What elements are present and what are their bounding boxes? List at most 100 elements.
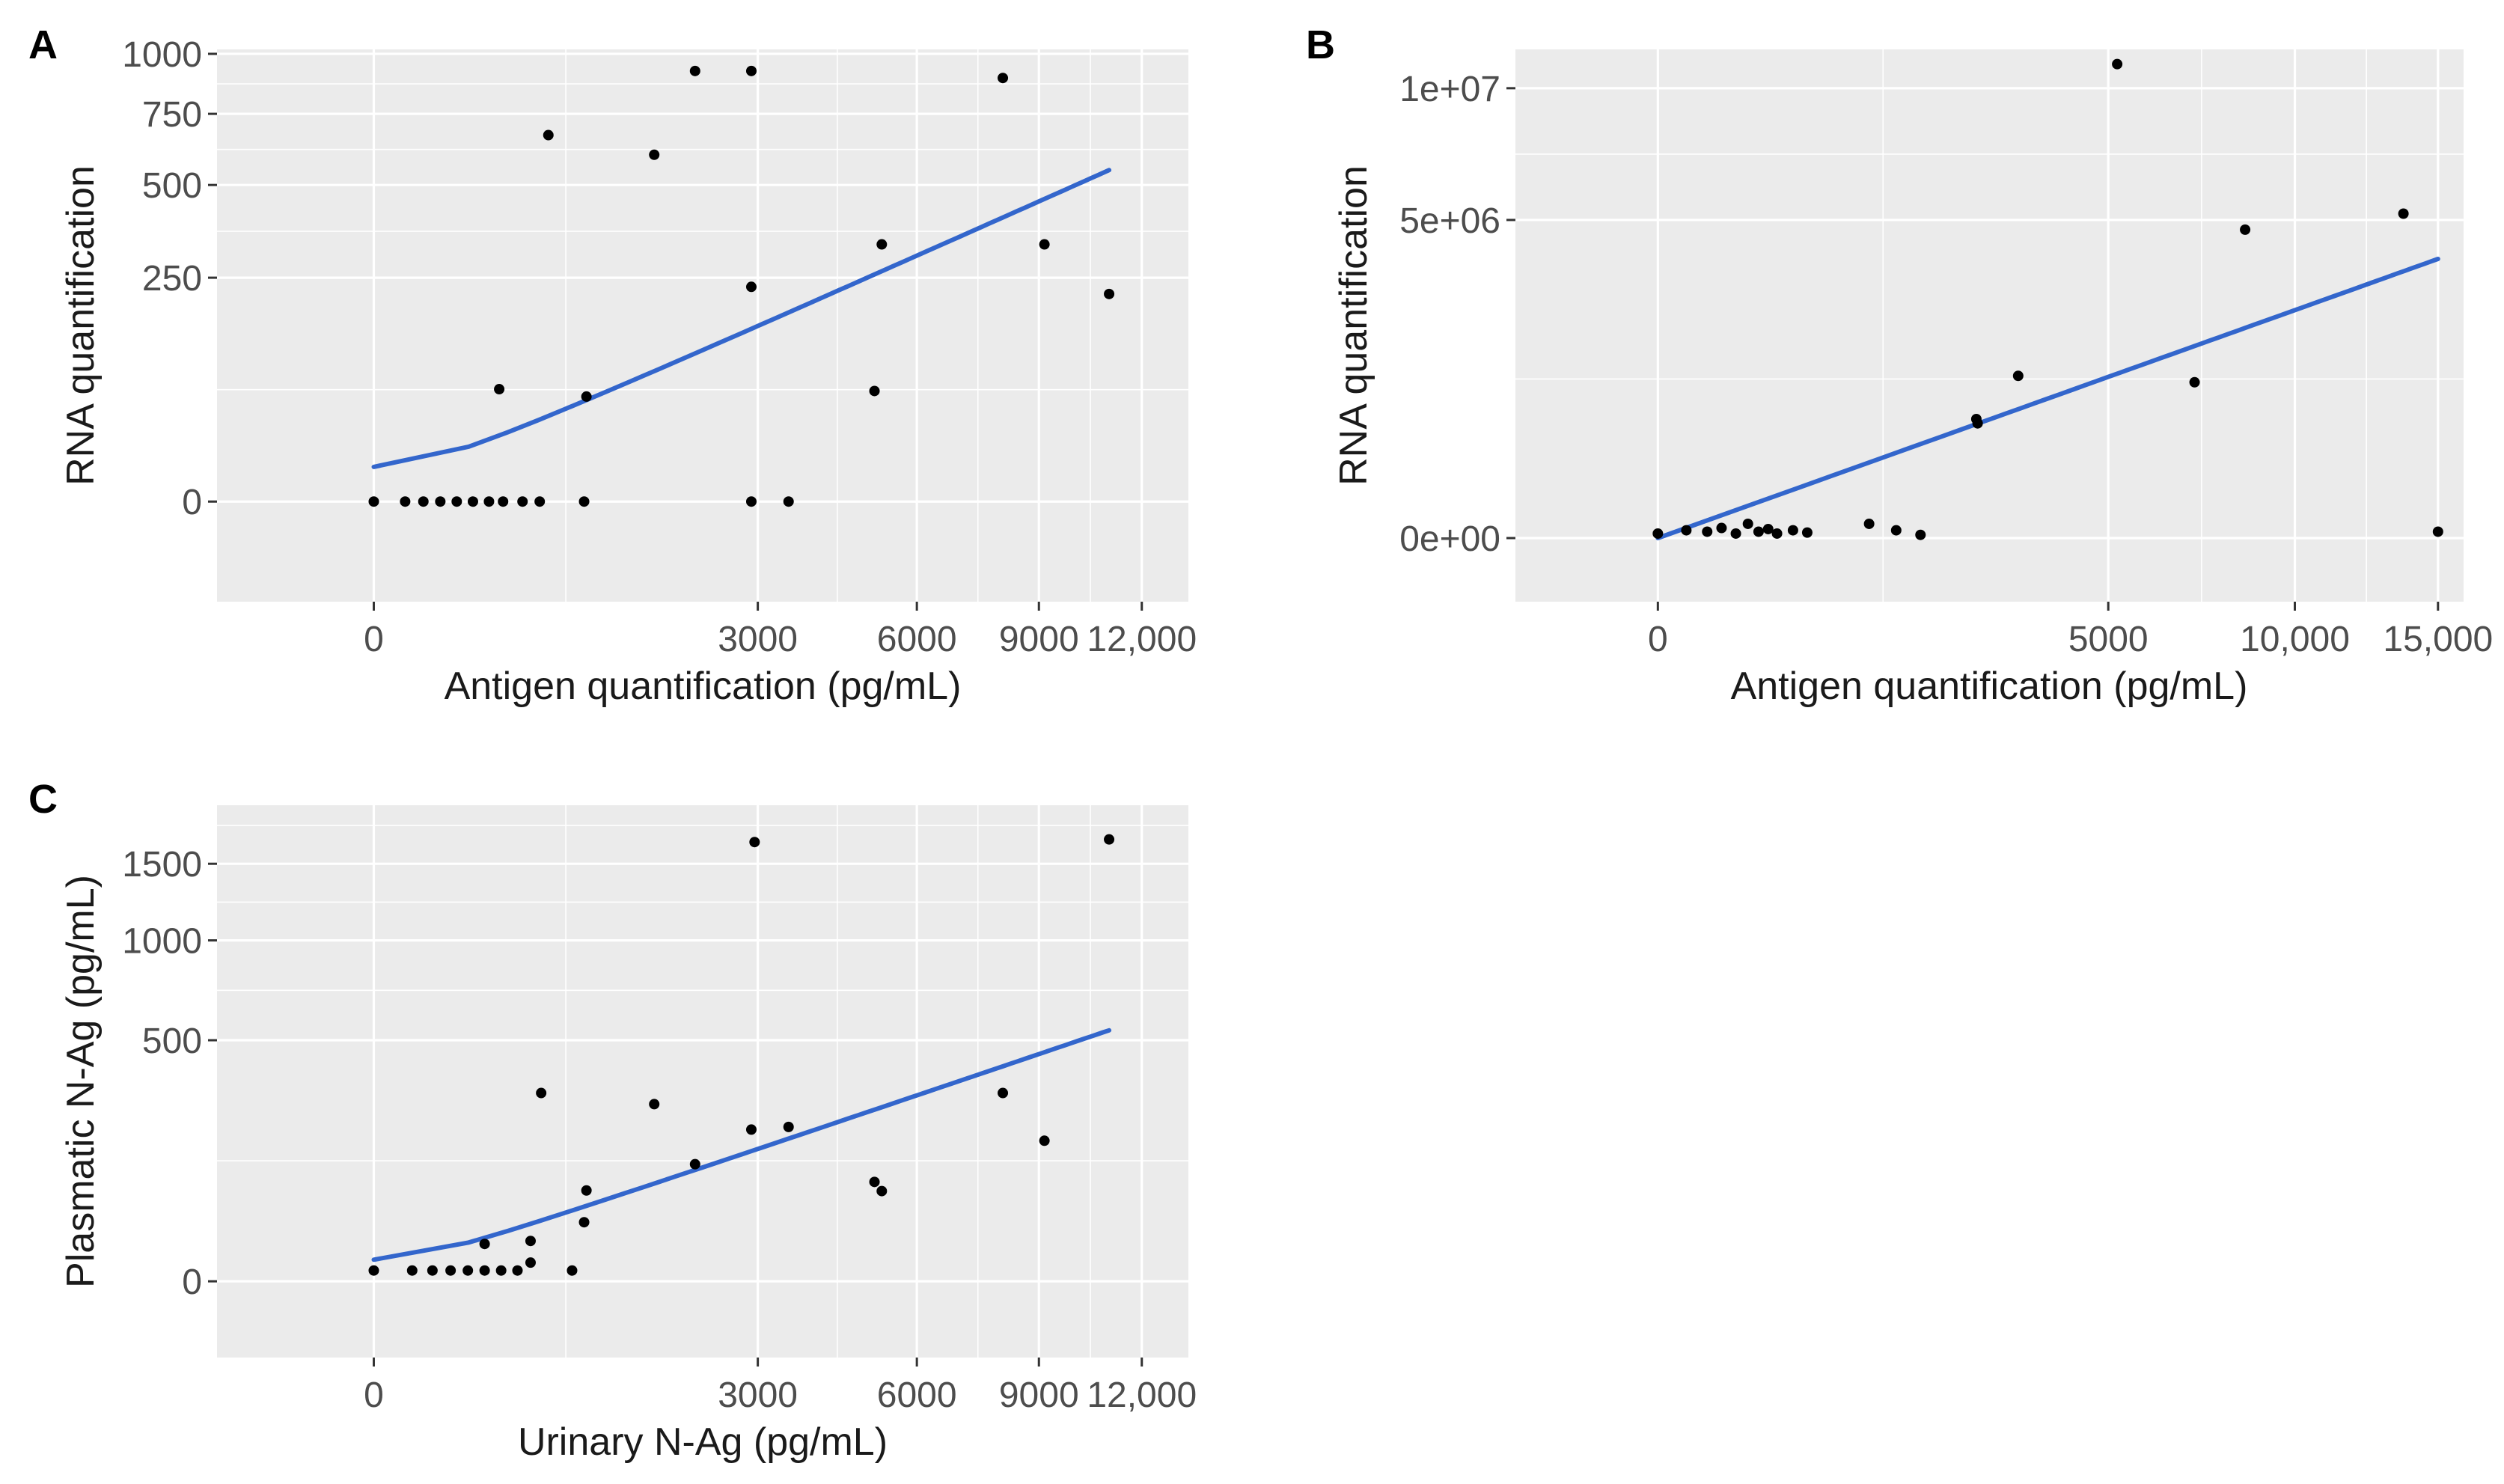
y-tick-label: 1000 — [122, 922, 202, 962]
x-tick-label: 10,000 — [2240, 620, 2350, 659]
ticks — [1506, 87, 2440, 611]
x-tick-label: 6000 — [877, 620, 957, 659]
grid — [217, 805, 1188, 1358]
data-point — [1716, 522, 1727, 534]
data-point — [479, 1239, 490, 1250]
panel-letter: C — [28, 777, 58, 822]
data-point — [998, 73, 1009, 84]
y-axis-title: Plasmatic N-Ag (pg/mL) — [59, 875, 103, 1288]
data-point — [749, 837, 760, 848]
data-point — [512, 1265, 523, 1276]
panel-background — [217, 49, 1188, 602]
x-tick-label: 12,000 — [1087, 620, 1197, 659]
data-point — [1915, 529, 1926, 540]
panel-c: C 0 3000 6000 9000 12,000 0 500 1000 1500 Urinar… — [28, 777, 1197, 1464]
data-point — [1753, 526, 1764, 537]
y-axis-title: RNA quantification — [59, 165, 103, 486]
y-tick-label: 0 — [182, 1262, 202, 1302]
data-point — [1890, 525, 1902, 536]
y-axis-title: RNA quantification — [1332, 165, 1375, 486]
data-point — [1730, 528, 1741, 539]
x-tick-label: 3000 — [718, 620, 798, 659]
data-point — [451, 496, 462, 507]
x-tick-label: 5000 — [2068, 620, 2149, 659]
data-point — [1104, 834, 1115, 845]
data-point — [368, 496, 379, 507]
data-point — [525, 1236, 536, 1247]
data-point — [534, 496, 546, 507]
x-tick-label: 15,000 — [2383, 620, 2493, 659]
y-tick-label: 250 — [142, 259, 202, 299]
data-point — [578, 496, 590, 507]
data-point — [1787, 525, 1798, 536]
y-tick-label: 0 — [182, 483, 202, 522]
data-point — [418, 496, 429, 507]
data-point — [649, 1099, 660, 1110]
data-point — [427, 1265, 438, 1276]
panel-a: A 0 3000 6000 9000 12,000 0 250 500 750 1000 Anti… — [28, 22, 1197, 708]
x-tick-label: 0 — [1648, 620, 1668, 659]
x-tick-label: 9000 — [999, 1375, 1079, 1415]
ticks — [208, 862, 1143, 1367]
panel-b: B 0 5000 10,000 15,000 0e+00 5e+06 1e+07 Antig… — [1306, 22, 2493, 708]
data-point — [1762, 523, 1774, 534]
panel-letter: A — [28, 22, 58, 67]
data-point — [1771, 528, 1783, 539]
data-point — [435, 496, 446, 507]
marks — [368, 65, 1115, 507]
y-tick-label: 500 — [142, 1022, 202, 1061]
data-point — [581, 391, 592, 402]
data-point — [1039, 1135, 1050, 1146]
data-point — [2398, 208, 2409, 219]
data-point — [1681, 525, 1692, 536]
data-point — [1801, 527, 1813, 538]
grid — [217, 49, 1188, 602]
data-point — [1104, 288, 1115, 299]
data-point — [498, 496, 509, 507]
data-point — [783, 1121, 794, 1132]
data-point — [543, 129, 554, 141]
data-point — [494, 384, 505, 395]
x-axis-title: Urinary N-Ag (pg/mL) — [518, 1420, 888, 1464]
tick-labels: 0 3000 6000 9000 12,000 0 250 500 750 1000 — [122, 35, 1197, 659]
data-point — [2432, 526, 2443, 537]
y-tick-label: 1000 — [122, 35, 202, 75]
data-point — [1039, 239, 1050, 250]
data-point — [649, 149, 660, 160]
regression-line — [371, 1027, 1112, 1262]
data-point — [876, 1185, 888, 1197]
data-point — [517, 496, 528, 507]
grid — [1515, 49, 2464, 602]
data-point — [745, 1124, 757, 1135]
data-point — [479, 1265, 490, 1276]
y-tick-label: 750 — [142, 95, 202, 135]
data-point — [1652, 528, 1664, 539]
panel-letter: B — [1306, 22, 1335, 67]
data-point — [876, 239, 888, 250]
data-point — [578, 1217, 590, 1228]
x-tick-label: 6000 — [877, 1375, 957, 1415]
y-tick-label: 0e+00 — [1399, 519, 1500, 559]
data-point — [495, 1265, 507, 1276]
data-point — [998, 1087, 1009, 1099]
data-point — [869, 385, 880, 397]
data-point — [2012, 370, 2024, 382]
panel-background — [1515, 49, 2464, 602]
data-point — [536, 1087, 547, 1099]
data-point — [1742, 518, 1753, 529]
y-tick-label: 5e+06 — [1399, 201, 1500, 241]
marks — [368, 834, 1115, 1276]
data-point — [1702, 526, 1713, 537]
marks — [1652, 58, 2443, 540]
x-tick-label: 0 — [364, 620, 384, 659]
data-point — [869, 1176, 880, 1188]
x-axis-title: Antigen quantification (pg/mL) — [445, 665, 962, 708]
data-point — [689, 65, 700, 76]
data-point — [581, 1185, 592, 1196]
data-point — [406, 1265, 418, 1276]
data-point — [2240, 224, 2251, 235]
data-point — [745, 65, 757, 76]
x-axis-title: Antigen quantification (pg/mL) — [1731, 665, 2248, 708]
data-point — [368, 1265, 379, 1276]
